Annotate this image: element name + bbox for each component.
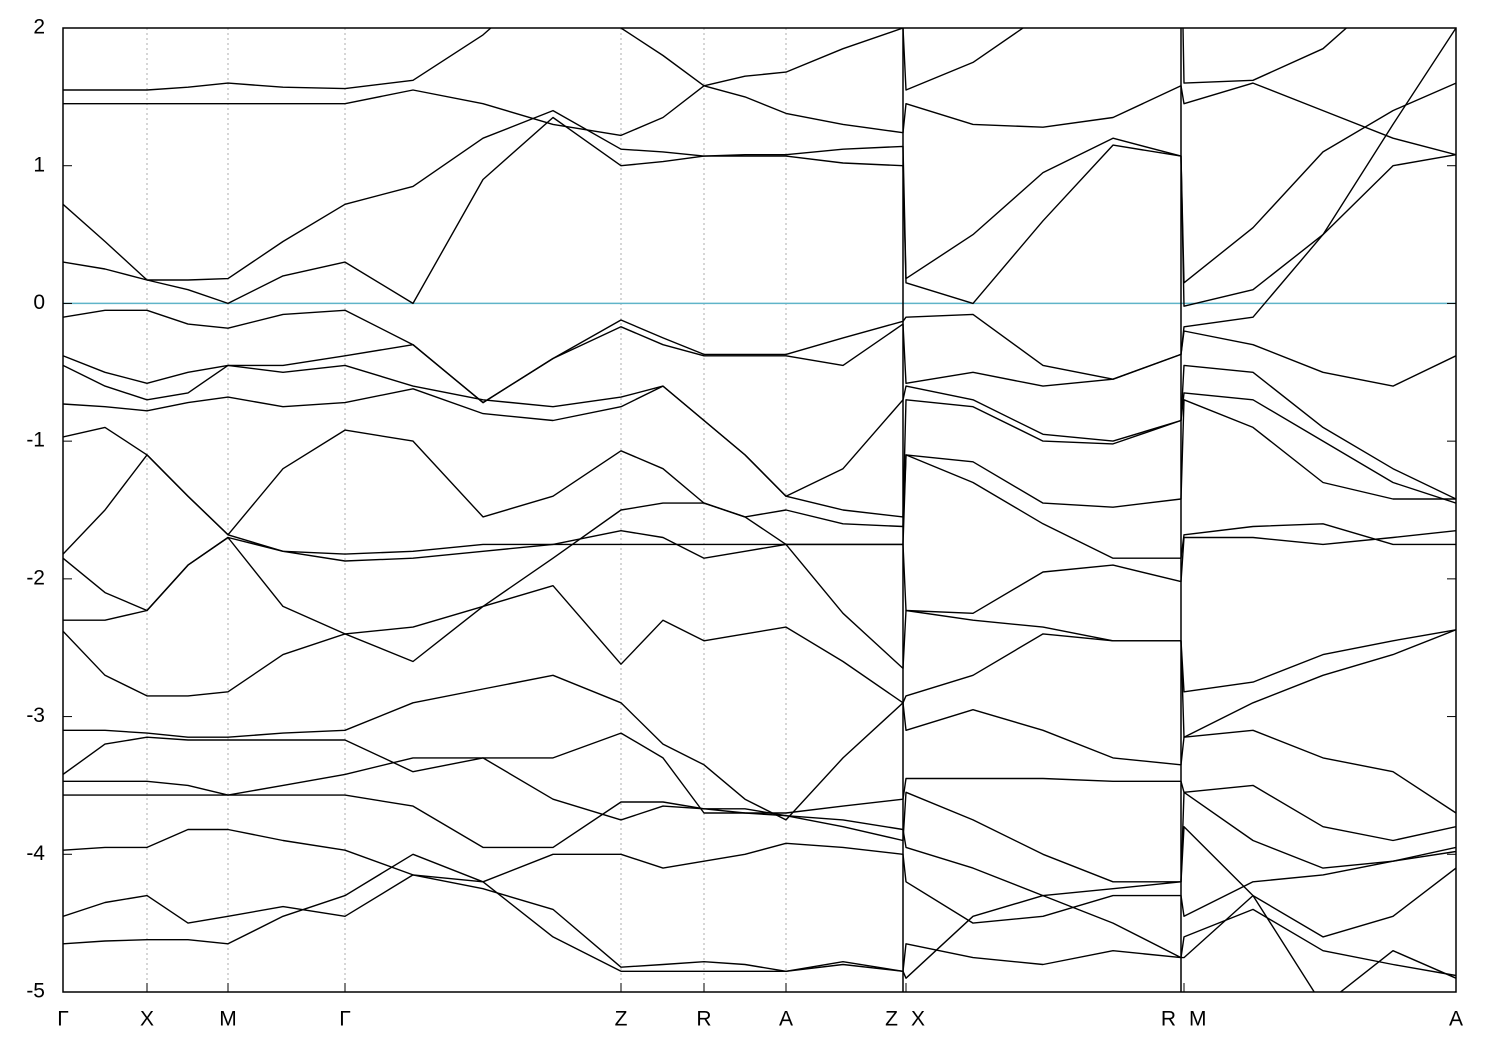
band <box>63 585 1456 738</box>
band <box>63 28 1348 91</box>
x-tick-label: R <box>696 1008 711 1031</box>
y-tick-label: -5 <box>26 980 45 1003</box>
x-tick-label: Γ <box>57 1008 69 1031</box>
band <box>63 794 1456 938</box>
y-tick-label: -2 <box>26 566 45 589</box>
band <box>63 530 1456 614</box>
x-tick-label: Z <box>885 1008 898 1031</box>
band <box>63 674 1456 821</box>
x-tick-label: A <box>779 1008 793 1031</box>
band <box>63 323 1456 404</box>
x-tick-label: M <box>1189 1008 1207 1031</box>
y-tick-label: -1 <box>26 429 45 452</box>
y-tick-label: 2 <box>33 16 45 39</box>
x-tick-label: X <box>911 1008 925 1031</box>
band <box>63 385 1456 518</box>
band <box>63 82 1456 156</box>
y-tick-label: 0 <box>33 291 45 314</box>
x-tick-label: M <box>219 1008 237 1031</box>
band <box>63 874 1456 977</box>
bands <box>63 28 1456 992</box>
band <box>63 399 1456 536</box>
x-tick-label: R <box>1161 1008 1176 1031</box>
plot-frame <box>62 27 1457 993</box>
band <box>63 757 1456 883</box>
x-tick-label: Γ <box>339 1008 351 1031</box>
y-tick-label: -3 <box>26 704 45 727</box>
band <box>63 116 1456 307</box>
y-tick-label: -4 <box>26 842 45 865</box>
band <box>63 502 1456 693</box>
x-tick-label: Z <box>615 1008 628 1031</box>
band <box>63 82 1456 284</box>
x-tick-label: A <box>1449 1008 1463 1031</box>
band <box>63 364 1456 500</box>
y-tick-label: 1 <box>33 153 45 176</box>
grid <box>146 28 787 992</box>
band <box>63 828 1456 924</box>
band <box>63 853 1456 992</box>
x-tick-label: X <box>140 1008 154 1031</box>
